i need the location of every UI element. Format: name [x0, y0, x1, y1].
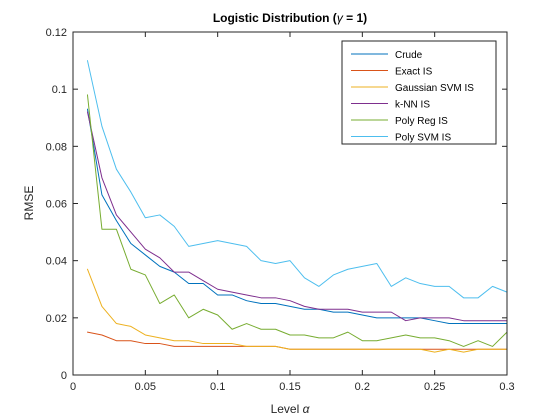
x-tick-label-4: 0.2: [355, 381, 370, 393]
legend-label-crude: Crude: [395, 50, 423, 61]
series-line-poly-reg-is: [86, 94, 508, 347]
series-line-k-nn-is: [86, 111, 508, 322]
x-tick-label-6: 0.3: [499, 381, 514, 393]
legend-label-gaussian-svm-is: Gaussian SVM IS: [395, 83, 474, 94]
y-tick-label-5: 0.1: [52, 84, 67, 96]
legend: Crude Exact IS Gaussian SVM IS k-NN IS Poly …: [341, 40, 497, 145]
y-axis-label: RMSE: [22, 186, 36, 221]
x-tick-label-5: 0.25: [424, 381, 445, 393]
series-line-poly-svm-is: [86, 60, 508, 299]
title-suffix: = 1): [343, 11, 367, 25]
y-tick-label-3: 0.06: [46, 199, 67, 211]
series-line-crude: [86, 108, 508, 325]
x-tick-label-1: 0.05: [135, 381, 156, 393]
x-tick-label-3: 0.15: [279, 381, 300, 393]
y-tick-label-1: 0.02: [46, 313, 67, 325]
legend-label-k-nn-is: k-NN IS: [395, 100, 430, 111]
legend-label-poly-svm-is: Poly SVM IS: [395, 133, 451, 144]
series-layer: [86, 60, 508, 353]
y-tick-label-2: 0.04: [46, 256, 67, 268]
legend-items: Crude Exact IS Gaussian SVM IS k-NN IS Poly …: [351, 50, 474, 144]
title-prefix: Logistic Distribution (: [213, 11, 337, 25]
legend-label-poly-reg-is: Poly Reg IS: [395, 116, 448, 127]
legend-label-exact-is: Exact IS: [395, 67, 433, 78]
title-symbol: γ: [337, 11, 344, 25]
chart-title: Logistic Distribution (γ = 1): [213, 11, 367, 25]
x-axis-label: Level α: [271, 402, 311, 416]
legend-box: [341, 40, 497, 145]
series-line-gaussian-svm-is: [86, 268, 508, 353]
y-tick-label-4: 0.08: [46, 141, 67, 153]
x-axis-label-text: Level: [271, 402, 303, 416]
y-tick-label-0: 0: [61, 370, 67, 382]
y-tick-label-6: 0.12: [46, 27, 67, 39]
axes-layer: 0 0.05 0.1 0.15 0.2 0.25 0.3 0 0.02 0.04 0.06 0.08 0…: [46, 27, 515, 393]
x-tick-label-2: 0.1: [210, 381, 225, 393]
x-axis-label-symbol: α: [303, 402, 311, 416]
x-tick-label-0: 0: [70, 381, 76, 393]
